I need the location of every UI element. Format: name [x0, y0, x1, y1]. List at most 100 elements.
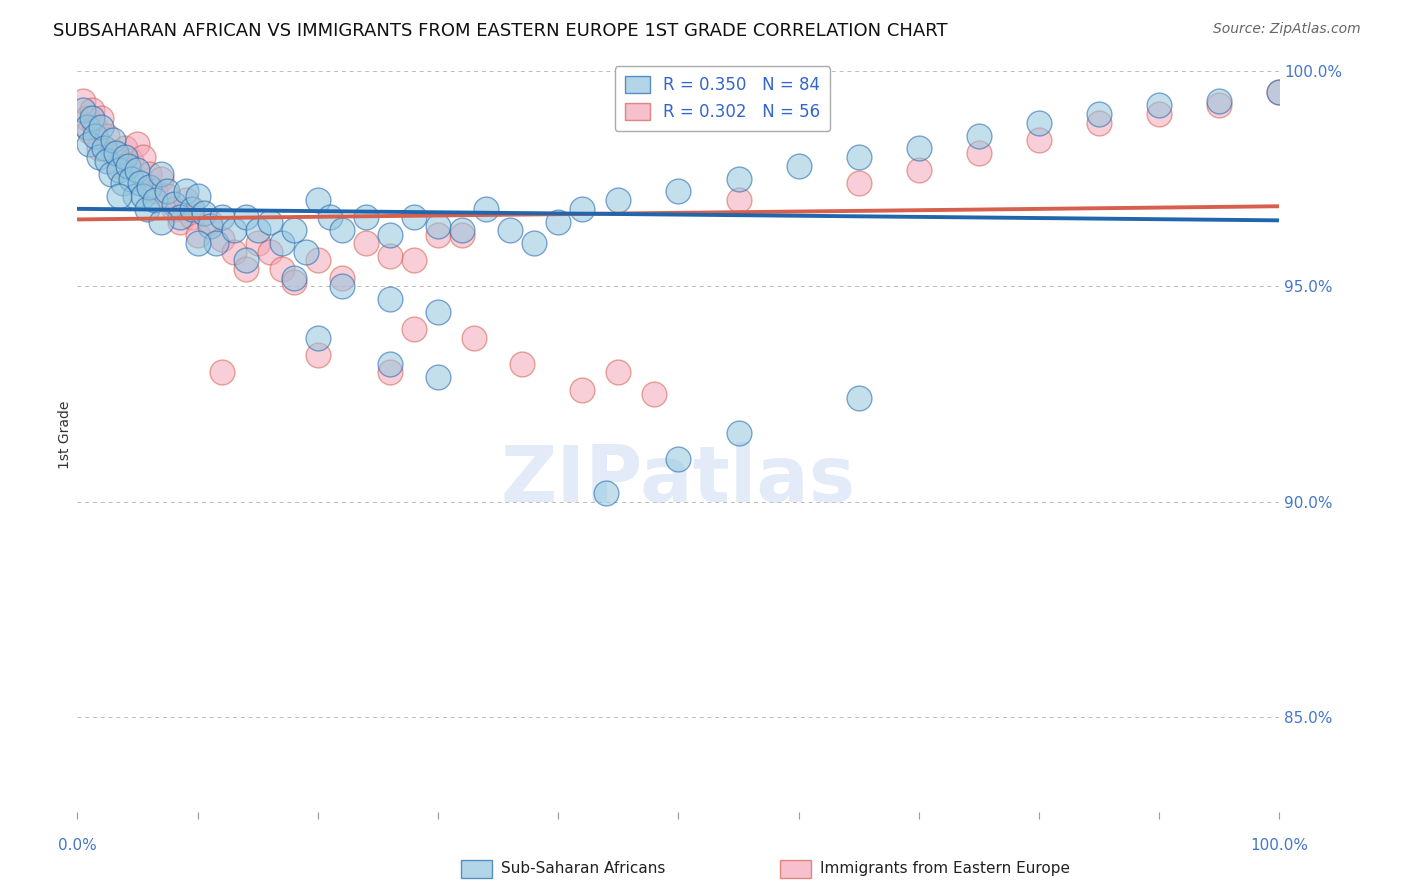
Point [451, 227, 474, 242]
Point [138, 167, 160, 181]
Point [79, 137, 101, 152]
Point [84, 120, 107, 134]
Point [108, 189, 131, 203]
Text: 100.0%: 100.0% [1250, 838, 1309, 853]
Point [848, 391, 870, 405]
Point [169, 214, 191, 228]
Point [523, 236, 546, 251]
Point [1268, 86, 1291, 100]
Point [80, 112, 103, 126]
Point [72, 103, 94, 117]
Point [187, 227, 209, 242]
Point [108, 163, 131, 178]
Point [1149, 107, 1171, 121]
Point [283, 275, 305, 289]
Point [427, 227, 450, 242]
Point [354, 211, 377, 225]
Point [127, 163, 149, 178]
Point [162, 202, 184, 216]
Point [402, 253, 425, 268]
Point [84, 128, 107, 143]
Point [222, 223, 245, 237]
Point [1028, 115, 1050, 129]
Point [90, 120, 112, 134]
Point [643, 387, 665, 401]
Point [259, 214, 281, 228]
Point [727, 193, 749, 207]
Point [211, 365, 233, 379]
Point [246, 223, 269, 237]
Point [510, 357, 533, 371]
Point [124, 189, 146, 203]
Point [100, 167, 122, 181]
Point [607, 193, 630, 207]
Point [283, 223, 305, 237]
Point [294, 244, 316, 259]
Point [246, 236, 269, 251]
Point [1208, 98, 1230, 112]
Point [145, 185, 167, 199]
Point [76, 120, 98, 134]
Point [727, 171, 749, 186]
Point [427, 219, 450, 233]
Point [96, 154, 118, 169]
Point [174, 185, 197, 199]
Point [169, 211, 191, 225]
Point [103, 133, 125, 147]
Point [307, 348, 329, 362]
Point [787, 159, 810, 173]
Point [354, 236, 377, 251]
Point [96, 128, 118, 143]
Point [330, 279, 353, 293]
Point [283, 270, 305, 285]
Point [198, 219, 221, 233]
Point [80, 103, 103, 117]
Point [235, 211, 257, 225]
Point [103, 145, 125, 160]
Point [378, 357, 401, 371]
Point [1208, 94, 1230, 108]
Point [150, 167, 173, 181]
Point [90, 112, 112, 126]
Point [138, 180, 160, 194]
Point [727, 425, 749, 440]
Point [378, 249, 401, 263]
Point [967, 128, 990, 143]
Point [235, 262, 257, 277]
Point [1268, 86, 1291, 100]
Point [908, 141, 931, 155]
Point [378, 292, 401, 306]
Point [330, 223, 353, 237]
Point [204, 236, 226, 251]
Point [150, 214, 173, 228]
Point [402, 322, 425, 336]
Point [668, 185, 690, 199]
Point [187, 236, 209, 251]
Point [156, 185, 179, 199]
Point [180, 211, 202, 225]
Point [547, 214, 569, 228]
Point [595, 486, 617, 500]
Point [668, 451, 690, 466]
Point [378, 227, 401, 242]
Point [463, 331, 485, 345]
Text: Sub-Saharan Africans: Sub-Saharan Africans [501, 862, 665, 876]
Point [120, 171, 142, 186]
Point [120, 154, 142, 169]
Text: Source: ZipAtlas.com: Source: ZipAtlas.com [1213, 22, 1361, 37]
Text: Immigrants from Eastern Europe: Immigrants from Eastern Europe [820, 862, 1070, 876]
Point [848, 150, 870, 164]
Point [111, 176, 134, 190]
Point [908, 163, 931, 178]
Point [128, 176, 150, 190]
Point [571, 202, 593, 216]
Point [307, 193, 329, 207]
Point [235, 253, 257, 268]
Point [1149, 98, 1171, 112]
Point [1028, 133, 1050, 147]
Point [475, 202, 498, 216]
Point [499, 223, 522, 237]
Point [187, 189, 209, 203]
Text: ZIPatlas: ZIPatlas [501, 442, 856, 518]
Point [87, 150, 110, 164]
